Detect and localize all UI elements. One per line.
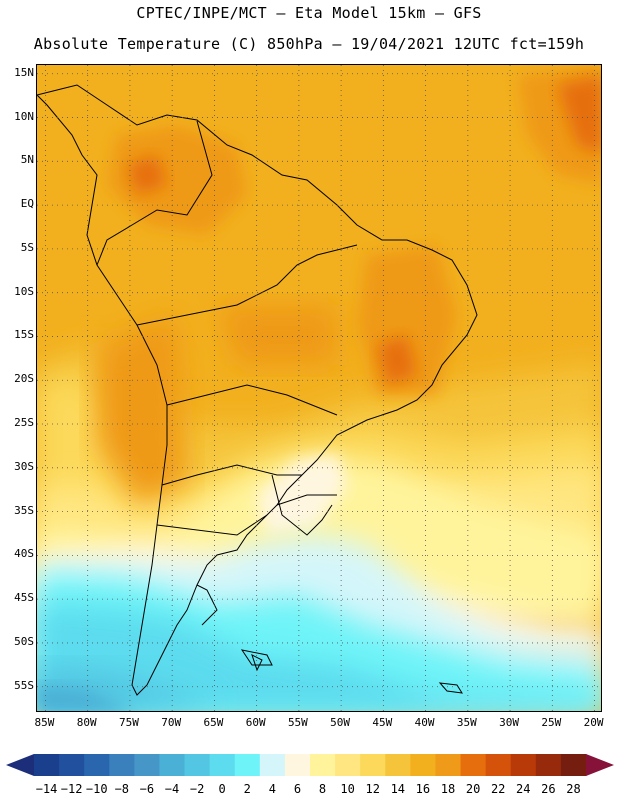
colorbar-swatch (84, 754, 110, 776)
colorbar-tick-label: 14 (390, 782, 406, 796)
temperature-map (36, 64, 602, 712)
longitude-label: 30W (499, 716, 519, 729)
colorbar-tick-label: 18 (440, 782, 456, 796)
colorbar (6, 754, 614, 776)
map-canvas (37, 65, 601, 711)
colorbar-swatch (460, 754, 487, 776)
colorbar-swatch (435, 754, 462, 776)
colorbar-swatch (560, 754, 587, 776)
colorbar-swatch (209, 754, 236, 776)
map-title-line-2: Absolute Temperature (C) 850hPa – 19/04/… (33, 35, 585, 53)
colorbar-swatch (335, 754, 361, 776)
colorbar-tick-label: 4 (268, 782, 276, 796)
colorbar-tick-label: −10 (85, 782, 108, 796)
latitude-label: 20S (14, 372, 34, 386)
longitude-label: 25W (541, 716, 562, 729)
colorbar-swatch (134, 754, 160, 776)
colorbar-tick-label: 0 (218, 782, 226, 796)
colorbar-swatch (360, 754, 386, 776)
colorbar-swatch (109, 754, 135, 776)
colorbar-tick-label: 2 (243, 782, 251, 796)
colorbar-tick-label: 6 (293, 782, 302, 796)
colorbar-swatch (259, 754, 286, 776)
latitude-label: 5N (20, 153, 34, 167)
colorbar-swatch (184, 754, 211, 776)
latitude-label: 55S (14, 678, 34, 692)
longitude-label: 70W (161, 716, 182, 729)
longitude-label: 85W (34, 716, 55, 729)
latitude-label: 50S (14, 634, 34, 648)
colorbar-swatch (310, 754, 336, 776)
colorbar-tick-label: 8 (318, 782, 327, 796)
latitude-label: EQ (20, 197, 34, 211)
longitude-label: 80W (76, 716, 97, 729)
latitude-label: 10S (14, 284, 34, 298)
longitude-label: 75W (118, 716, 139, 729)
colorbar-tick-label: 22 (490, 782, 506, 796)
colorbar-swatch (234, 754, 261, 776)
colorbar-swatch (159, 754, 186, 776)
latitude-label: 5S (20, 240, 34, 254)
colorbar-tick-label: −8 (114, 782, 130, 796)
colorbar-tick-label: 12 (365, 782, 380, 796)
colorbar-tick-label: −12 (60, 782, 83, 796)
colorbar-swatch (485, 754, 512, 776)
longitude-label: 60W (245, 716, 266, 729)
temperature-field (37, 65, 601, 711)
colorbar-under-arrow (6, 754, 34, 776)
longitude-label: 45W (372, 716, 393, 729)
longitude-label: 65W (203, 716, 224, 729)
latitude-label: 25S (14, 416, 34, 430)
colorbar-tick-label: −14 (35, 782, 58, 796)
latitude-label: 40S (14, 547, 34, 561)
latitude-label: 15N (14, 65, 34, 79)
colorbar-swatch (59, 754, 85, 776)
colorbar-tick-label: 20 (465, 782, 481, 796)
latitude-label: 35S (14, 503, 34, 517)
colorbar-tick-label: 24 (516, 782, 531, 796)
longitude-label: 40W (414, 716, 435, 729)
colorbar-tick-label: −2 (189, 782, 205, 796)
colorbar-swatch (510, 754, 537, 776)
colorbar-swatch (284, 754, 311, 776)
longitude-label: 20W (583, 716, 604, 729)
colorbar-over-arrow (586, 754, 614, 776)
longitude-label: 35W (456, 716, 477, 729)
colorbar-tick-label: −6 (139, 782, 155, 796)
colorbar-tick-label: 10 (340, 782, 355, 796)
graticule (37, 65, 601, 711)
colorbar-tick-label: 16 (415, 782, 431, 796)
map-title-line-1: CPTEC/INPE/MCT – Eta Model 15km – GFS (136, 4, 482, 22)
colorbar-swatch (410, 754, 436, 776)
colorbar-swatch (34, 754, 60, 776)
latitude-label: 10N (14, 109, 34, 123)
colorbar-swatch (535, 754, 562, 776)
latitude-label: 45S (14, 591, 34, 605)
longitude-label: 50W (330, 716, 351, 729)
colorbar-swatch (385, 754, 411, 776)
colorbar-tick-label: −4 (164, 782, 180, 796)
longitude-label: 55W (287, 716, 308, 729)
latitude-label: 15S (14, 328, 34, 342)
coastlines (37, 84, 478, 696)
colorbar-tick-label: 28 (566, 782, 581, 796)
latitude-label: 30S (14, 459, 34, 473)
colorbar-tick-label: 26 (541, 782, 556, 796)
